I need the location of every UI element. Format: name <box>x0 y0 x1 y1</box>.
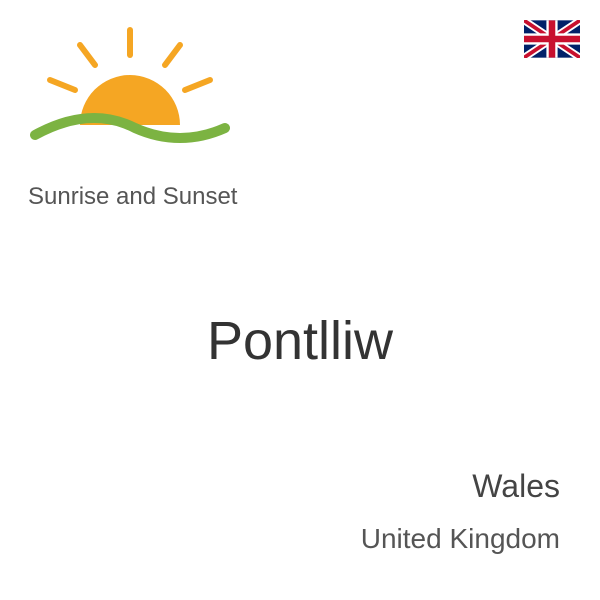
uk-flag-icon <box>524 20 580 58</box>
region-name: Wales <box>472 468 560 505</box>
country-name: United Kingdom <box>361 523 560 555</box>
site-title: Sunrise and Sunset <box>28 183 280 211</box>
sunrise-icon <box>20 20 240 170</box>
logo-area: Sunrise and Sunset <box>20 20 280 211</box>
city-name: Pontlliw <box>0 310 600 372</box>
